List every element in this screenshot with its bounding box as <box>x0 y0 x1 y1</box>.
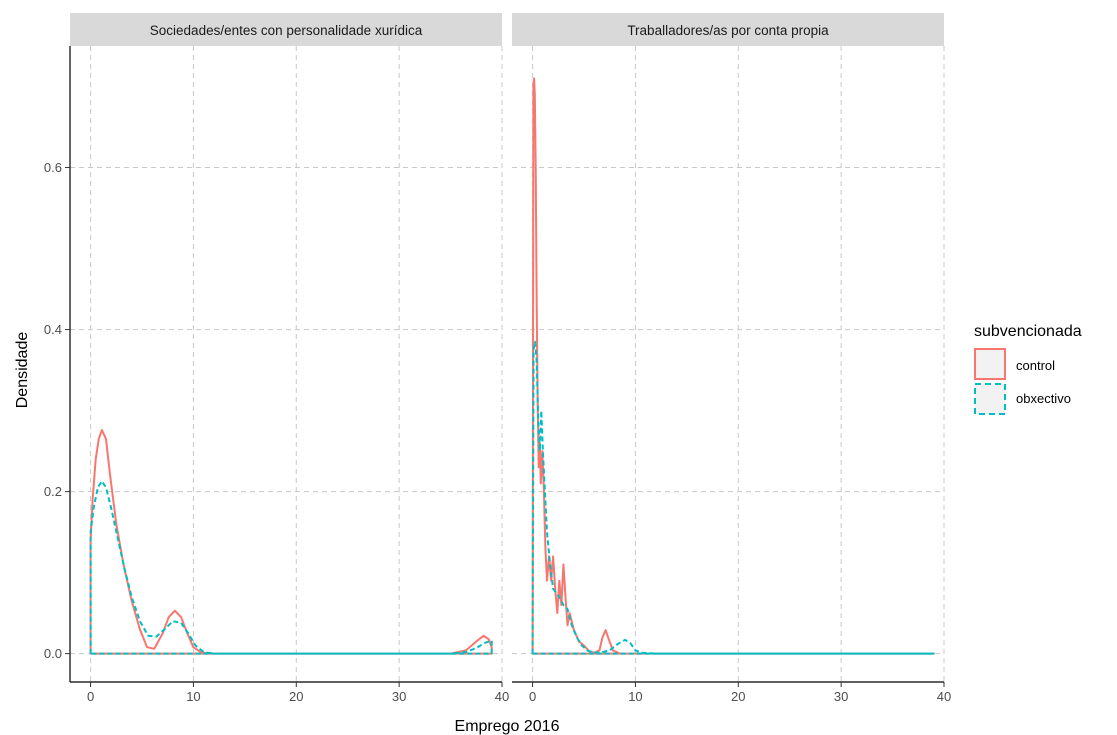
density-curve-control-2 <box>531 77 935 655</box>
x-tick-label-1-2: 20 <box>289 689 303 704</box>
legend-label-control: control <box>1016 358 1055 373</box>
x-tick-label-1-3: 30 <box>392 689 406 704</box>
y-tick-label-0: 0.0 <box>44 646 62 661</box>
facet-panel-2: Traballadores/as por conta propia <box>512 13 945 682</box>
x-tick-label-2-1: 10 <box>628 689 642 704</box>
x-tick-label-2-2: 20 <box>731 689 745 704</box>
facet-panel-1: Sociedades/entes con personalidade xuríd… <box>70 13 503 682</box>
facet-strip-title-2: Traballadores/as por conta propia <box>627 23 829 38</box>
axes-layer: 0 10 20 30 40 0.0 0.2 0.4 0.6 0 10 20 30 40 <box>44 46 951 704</box>
x-tick-label-2-3: 30 <box>834 689 848 704</box>
legend-key-control <box>974 348 1006 380</box>
y-tick-label-1: 0.2 <box>44 484 62 499</box>
x-tick-label-1-0: 0 <box>87 689 94 704</box>
facet-strip-title-1: Sociedades/entes con personalidade xuríd… <box>150 23 423 38</box>
y-axis-title: Densidade <box>14 332 31 409</box>
legend-label-obxectivo: obxectivo <box>1016 391 1071 406</box>
legend-title: subvencionada <box>974 323 1082 340</box>
panels-layer: Sociedades/entes con personalidade xuríd… <box>70 13 945 682</box>
legend-key-obxectivo <box>974 383 1006 415</box>
density-curve-control-1 <box>89 429 493 655</box>
facet-strip-2 <box>512 13 944 46</box>
x-tick-label-2-4: 40 <box>937 689 951 704</box>
density-curve-obxectivo-2 <box>531 340 935 655</box>
legend: subvencionada control obxectivo <box>974 323 1082 415</box>
x-tick-label-2-0: 0 <box>529 689 536 704</box>
x-tick-label-1-4: 40 <box>495 689 509 704</box>
x-tick-label-1-1: 10 <box>186 689 200 704</box>
y-tick-label-3: 0.6 <box>44 160 62 175</box>
density-curve-obxectivo-1 <box>89 480 493 655</box>
x-axis-title: Emprego 2016 <box>455 718 560 735</box>
y-tick-label-2: 0.4 <box>44 322 62 337</box>
facet-strip-1 <box>70 13 502 46</box>
